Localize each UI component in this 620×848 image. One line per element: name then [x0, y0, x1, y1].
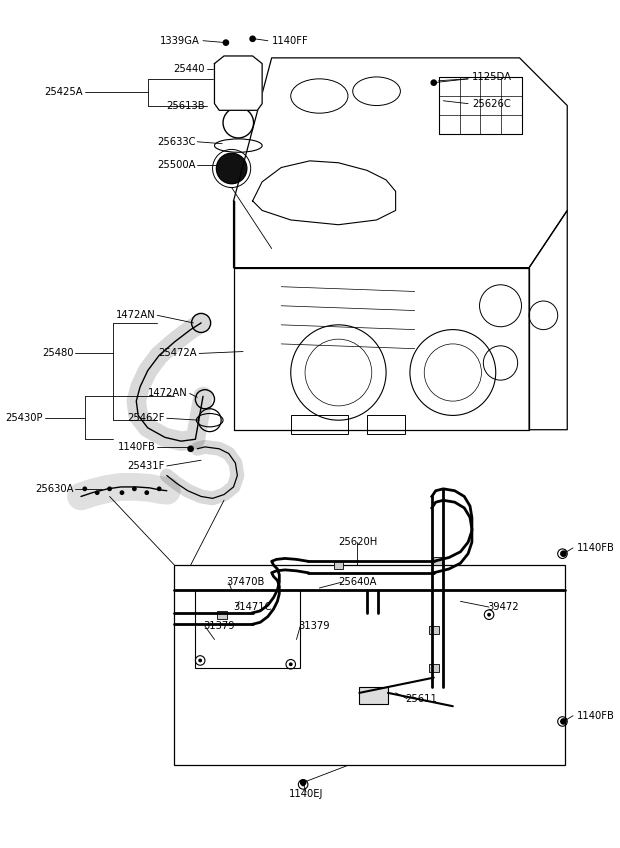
- Polygon shape: [252, 161, 396, 225]
- Bar: [195, 590, 300, 668]
- Text: 31471C: 31471C: [234, 602, 272, 612]
- Bar: [429, 626, 438, 633]
- Circle shape: [560, 550, 567, 557]
- Circle shape: [300, 779, 306, 786]
- Text: 39472: 39472: [487, 602, 519, 612]
- Text: 37470B: 37470B: [226, 577, 264, 588]
- Circle shape: [198, 659, 202, 662]
- Bar: [367, 416, 405, 434]
- Text: 25440: 25440: [174, 64, 205, 75]
- Circle shape: [560, 720, 564, 723]
- Polygon shape: [215, 56, 262, 110]
- Text: 1125DA: 1125DA: [472, 72, 512, 82]
- Text: 25630A: 25630A: [35, 484, 73, 494]
- Text: 25425A: 25425A: [44, 87, 83, 98]
- Text: 25620H: 25620H: [338, 538, 377, 547]
- Circle shape: [560, 718, 567, 725]
- Text: 1140FB: 1140FB: [117, 442, 156, 452]
- Circle shape: [249, 36, 256, 42]
- Circle shape: [95, 490, 100, 495]
- Polygon shape: [234, 201, 529, 430]
- Bar: [291, 416, 348, 434]
- Text: 31379: 31379: [298, 621, 330, 631]
- Circle shape: [289, 662, 293, 667]
- Circle shape: [132, 487, 137, 491]
- Text: 25472A: 25472A: [159, 349, 197, 359]
- Bar: [334, 561, 343, 569]
- Polygon shape: [234, 58, 567, 268]
- Text: 1140FB: 1140FB: [577, 543, 614, 553]
- Circle shape: [560, 552, 564, 555]
- Circle shape: [144, 490, 149, 495]
- Text: 1140FF: 1140FF: [272, 36, 308, 46]
- Circle shape: [120, 490, 125, 495]
- Circle shape: [187, 445, 194, 452]
- Bar: [429, 664, 438, 672]
- Text: 1140EJ: 1140EJ: [289, 789, 323, 799]
- Text: 31379: 31379: [203, 621, 234, 631]
- Bar: [218, 611, 227, 618]
- Text: 25613B: 25613B: [166, 101, 205, 110]
- Bar: [438, 77, 523, 134]
- Text: 25480: 25480: [42, 349, 73, 359]
- Circle shape: [223, 39, 229, 46]
- Bar: [433, 557, 442, 565]
- Circle shape: [216, 153, 247, 184]
- Text: 25500A: 25500A: [157, 159, 195, 170]
- Bar: [174, 565, 565, 766]
- Bar: [360, 687, 388, 705]
- Text: 25626C: 25626C: [472, 98, 511, 109]
- Text: 25430P: 25430P: [6, 413, 43, 423]
- Text: 1339GA: 1339GA: [161, 36, 200, 46]
- Text: 25611: 25611: [405, 694, 437, 704]
- Circle shape: [301, 783, 305, 786]
- Text: 1472AN: 1472AN: [115, 310, 156, 321]
- Polygon shape: [529, 210, 567, 430]
- Circle shape: [157, 487, 162, 491]
- Text: 1472AN: 1472AN: [148, 388, 188, 399]
- Circle shape: [487, 613, 491, 616]
- Text: 25640A: 25640A: [339, 577, 377, 588]
- Circle shape: [107, 487, 112, 491]
- Text: 25431F: 25431F: [128, 461, 165, 471]
- Text: 1140FB: 1140FB: [577, 711, 614, 721]
- Text: 25633C: 25633C: [157, 137, 195, 147]
- Circle shape: [430, 80, 437, 86]
- Circle shape: [82, 487, 87, 491]
- Text: 25462F: 25462F: [127, 413, 165, 423]
